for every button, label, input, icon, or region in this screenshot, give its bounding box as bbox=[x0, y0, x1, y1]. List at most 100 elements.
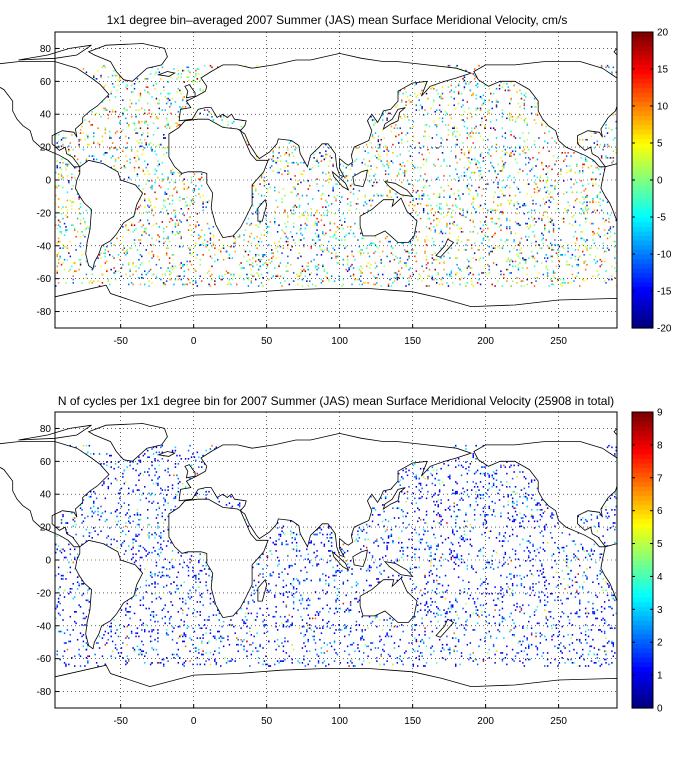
bin-cell bbox=[93, 142, 95, 144]
bin-cell bbox=[87, 143, 89, 146]
bin-cell bbox=[471, 94, 473, 97]
bin-cell bbox=[557, 244, 559, 246]
bin-cell bbox=[522, 258, 524, 261]
bin-cell bbox=[567, 244, 569, 246]
bin-cell bbox=[500, 189, 502, 192]
bin-cell bbox=[516, 212, 518, 215]
bin-cell bbox=[491, 165, 493, 167]
bin-cell bbox=[109, 148, 111, 151]
bin-cell bbox=[548, 221, 550, 223]
bin-cell bbox=[274, 267, 276, 269]
bin-cell bbox=[59, 231, 61, 233]
bin-cell bbox=[495, 99, 498, 102]
bin-cell bbox=[583, 254, 585, 256]
bin-cell bbox=[422, 193, 425, 195]
bin-cell bbox=[608, 66, 610, 69]
bin-cell bbox=[109, 137, 111, 139]
bin-cell bbox=[522, 204, 524, 207]
bin-cell bbox=[417, 278, 419, 281]
bin-cell bbox=[323, 268, 326, 271]
bin-cell bbox=[584, 138, 587, 141]
bin-cell bbox=[519, 147, 521, 149]
bin-cell bbox=[326, 272, 328, 274]
bin-cell bbox=[392, 282, 394, 284]
bin-cell bbox=[139, 94, 142, 97]
bin-cell bbox=[450, 247, 453, 250]
bin-cell bbox=[151, 282, 153, 284]
bin-cell bbox=[393, 277, 396, 279]
bin-cell bbox=[276, 250, 279, 253]
bin-cell bbox=[501, 150, 504, 153]
bin-cell bbox=[605, 155, 607, 157]
bin-cell bbox=[412, 125, 415, 128]
bin-cell bbox=[399, 260, 401, 263]
bin-cell bbox=[300, 255, 302, 258]
bin-cell bbox=[424, 240, 426, 243]
bin-cell bbox=[314, 265, 317, 268]
bin-cell bbox=[62, 247, 64, 250]
bin-cell bbox=[138, 122, 140, 125]
bin-cell bbox=[457, 176, 460, 179]
bin-cell bbox=[517, 255, 520, 258]
bin-cell bbox=[509, 186, 511, 189]
bin-cell bbox=[141, 255, 143, 258]
bin-cell bbox=[603, 260, 606, 263]
bin-cell bbox=[95, 112, 98, 115]
bin-cell bbox=[548, 130, 550, 133]
bin-cell bbox=[446, 222, 448, 225]
bin-cell bbox=[154, 87, 156, 90]
bin-cell bbox=[167, 81, 169, 83]
bin-cell bbox=[165, 254, 168, 256]
bin-cell bbox=[62, 161, 64, 164]
bin-cell bbox=[456, 161, 458, 164]
bin-cell bbox=[154, 181, 156, 184]
bin-cell bbox=[379, 255, 381, 258]
bin-cell bbox=[306, 194, 308, 197]
bin-cell bbox=[520, 252, 523, 255]
bin-cell bbox=[501, 112, 504, 115]
bin-cell bbox=[466, 267, 469, 269]
bin-cell bbox=[119, 76, 121, 79]
bin-cell bbox=[158, 235, 161, 238]
bin-cell bbox=[488, 148, 490, 151]
bin-cell bbox=[135, 115, 137, 118]
bin-cell bbox=[243, 278, 245, 281]
bin-cell bbox=[65, 231, 67, 233]
bin-cell bbox=[60, 173, 63, 176]
bin-cell bbox=[180, 262, 182, 264]
bin-cell bbox=[272, 157, 274, 159]
bin-cell bbox=[514, 150, 517, 153]
bin-cell bbox=[415, 191, 418, 194]
bin-cell bbox=[346, 203, 349, 205]
bin-cell bbox=[290, 231, 292, 233]
bin-cell bbox=[345, 268, 347, 271]
bin-cell bbox=[460, 106, 463, 108]
bin-cell bbox=[158, 112, 161, 115]
bin-cell bbox=[425, 255, 428, 258]
bin-cell bbox=[525, 145, 527, 148]
bin-cell bbox=[307, 285, 309, 287]
bin-cell bbox=[330, 203, 333, 205]
bin-cell bbox=[182, 245, 184, 248]
bin-cell bbox=[401, 117, 403, 120]
bin-cell bbox=[227, 257, 229, 259]
bin-cell bbox=[370, 272, 372, 274]
bin-cell bbox=[288, 142, 291, 144]
bin-cell bbox=[455, 66, 457, 69]
bin-cell bbox=[268, 183, 270, 185]
bin-cell bbox=[338, 278, 340, 281]
bin-cell bbox=[275, 161, 277, 164]
bin-cell bbox=[71, 173, 73, 176]
bin-cell bbox=[294, 175, 296, 177]
bin-cell bbox=[418, 99, 420, 102]
bin-cell bbox=[509, 112, 511, 115]
bin-cell bbox=[431, 275, 434, 278]
bin-cell bbox=[473, 198, 476, 200]
bin-cell bbox=[567, 282, 569, 284]
bin-cell bbox=[548, 247, 550, 250]
bin-cell bbox=[481, 231, 483, 233]
bin-cell bbox=[605, 124, 607, 126]
bin-cell bbox=[525, 235, 527, 238]
bin-cell bbox=[311, 166, 314, 169]
bin-cell bbox=[133, 129, 136, 131]
